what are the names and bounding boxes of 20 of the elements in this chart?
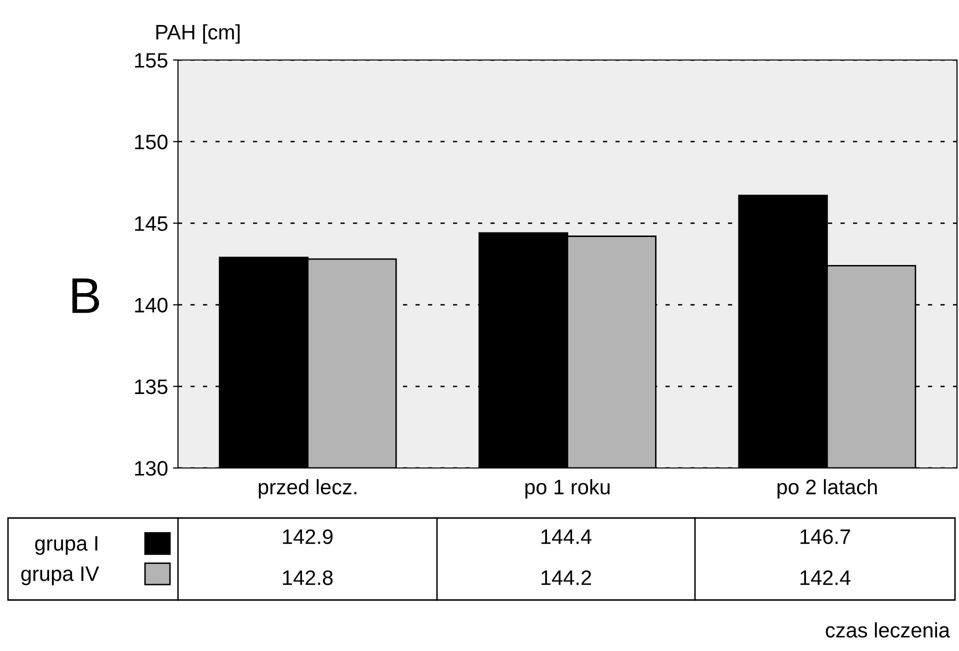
- legend-label: grupa IV: [21, 566, 100, 586]
- y-tick-label: 145: [135, 216, 168, 231]
- data-label: 144.4: [542, 530, 592, 544]
- y-tick-label: 140: [135, 298, 168, 313]
- data-label: 144.2: [542, 570, 592, 585]
- data-label: 142.4: [800, 570, 850, 585]
- x-tick-label: po 2 latach: [778, 479, 877, 499]
- text: B: [72, 278, 100, 313]
- y-axis-title: PAH [cm]: [156, 24, 240, 44]
- y-tick-label: 130: [135, 461, 168, 476]
- y-tick-label: 150: [135, 134, 168, 150]
- y-tick-label: 135: [135, 379, 168, 394]
- legend-label: grupa I: [35, 536, 98, 555]
- x-tick-label: po 1 roku: [525, 479, 610, 499]
- data-label: 142.9: [283, 529, 333, 544]
- x-tick-label: przed lecz.: [258, 479, 356, 499]
- text: czas leczenia: [826, 622, 950, 638]
- data-label: 142.8: [283, 570, 333, 586]
- data-label: 146.7: [800, 529, 850, 544]
- y-tick-label: 155: [135, 53, 168, 68]
